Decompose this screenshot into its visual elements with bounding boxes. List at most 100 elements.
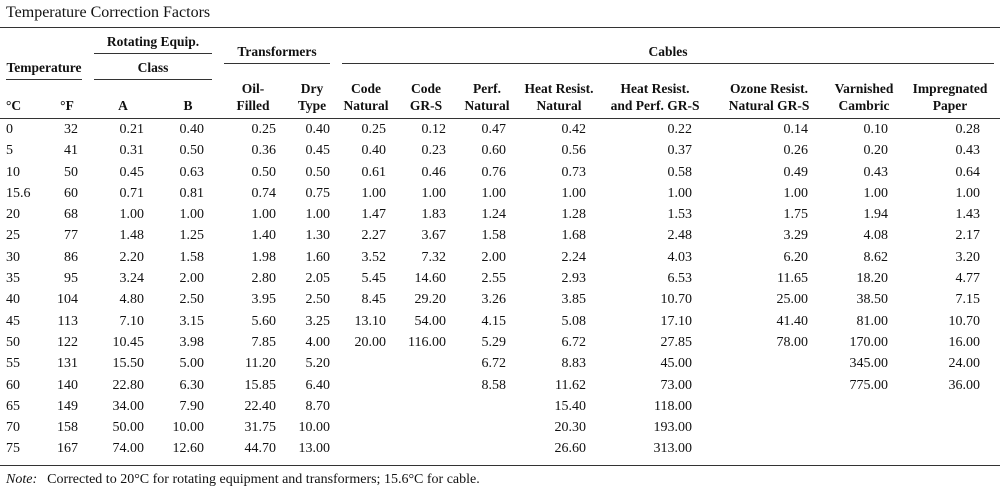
table-cell: 0.45 [305, 143, 331, 159]
table-cell: 0.40 [179, 122, 205, 137]
table-cell: 6.72 [481, 356, 507, 372]
empty-cell [336, 417, 396, 438]
table-cell: 0.36 [251, 143, 277, 159]
table-cell: 70 [6, 420, 20, 436]
table-cell: 0.43 [955, 143, 981, 159]
table-cell: 0.75 [305, 185, 331, 201]
table-cell: 113 [57, 313, 78, 329]
table-row: 25 77 1.48 1.25 1.40 1.30 2.27 3.67 1.58 1.68 2.48… [0, 225, 1000, 246]
table-cell: 1.00 [863, 185, 889, 201]
table-cell: 50 [6, 334, 20, 350]
table-cell: 1.00 [251, 207, 277, 223]
table-cell: 4.80 [119, 292, 145, 308]
table-row: 20 68 1.00 1.00 1.00 1.00 1.47 1.83 1.24 1.28 1.53… [0, 204, 1000, 225]
table-cell: 68 [64, 207, 78, 223]
table-cell: 1.28 [561, 207, 587, 223]
empty-cell [710, 417, 828, 438]
group-label: Rotating Equip. [94, 34, 212, 54]
table-cell: 1.00 [421, 185, 447, 201]
table-cell: 0.43 [863, 164, 889, 180]
table-cell: 14.60 [414, 271, 447, 287]
table-cell: 44.70 [244, 441, 277, 457]
empty-cell [456, 396, 518, 417]
table-cell: 95 [64, 271, 78, 287]
group-header: Cables [336, 28, 1000, 80]
table-cell: 16.00 [948, 334, 981, 350]
empty-cell [456, 417, 518, 438]
table-cell: 15.6 [6, 185, 31, 201]
table-cell: 35 [6, 271, 20, 287]
table-cell: 7.15 [955, 292, 981, 308]
table-cell: 4.00 [305, 334, 331, 350]
table-cell: 0.20 [863, 143, 889, 159]
table-cell: 0.25 [251, 122, 277, 137]
table-cell: 45.00 [660, 356, 693, 372]
table-cell: 6.72 [561, 334, 587, 350]
table-cell: 75 [6, 441, 20, 457]
column-header: Code Natural [336, 80, 397, 119]
table-cell: 60 [64, 185, 78, 201]
table-cell: 0.60 [481, 143, 507, 159]
table-cell: 0.40 [361, 143, 387, 159]
empty-cell [710, 353, 828, 374]
table-row: 35 95 3.24 2.00 2.80 2.05 5.45 14.60 2.55 2.93 6.5… [0, 268, 1000, 289]
group-label: Class [94, 60, 212, 80]
table-row: 0 32 0.21 0.40 0.25 0.40 0.25 0.12 0.47 0.42 0.22 0… [0, 119, 1000, 141]
table-cell: 45 [6, 313, 20, 329]
table-cell: 2.50 [179, 292, 205, 308]
table-cell: 3.26 [481, 292, 507, 308]
table-cell: 6.53 [667, 271, 693, 287]
empty-cell [710, 438, 828, 459]
table-row: 40 104 4.80 2.50 3.95 2.50 8.45 29.20 3.26 3.85 10… [0, 289, 1000, 310]
group-label: Temperature [6, 60, 82, 80]
table-cell: 11.20 [245, 356, 276, 372]
table-cell: 12.60 [172, 441, 205, 457]
table-cell: 193.00 [653, 420, 693, 436]
table-cell: 32 [64, 122, 78, 137]
table-cell: 2.55 [481, 271, 507, 287]
table-cell: 149 [57, 398, 78, 414]
table-cell: 60 [6, 377, 20, 393]
column-header: A [88, 80, 158, 119]
table-cell: 11.65 [777, 271, 809, 287]
table-cell: 1.75 [783, 207, 809, 223]
note: Note: Corrected to 20°C for rotating equi… [0, 464, 1000, 488]
table-cell: 15.50 [112, 356, 145, 372]
table-cell: 131 [57, 356, 78, 372]
table-cell: 5.00 [179, 356, 205, 372]
column-header: B [158, 80, 218, 119]
table-cell: 34.00 [112, 398, 145, 414]
table-row: 60 140 22.80 6.30 15.85 6.40 8.58 11.62 73.00 775… [0, 375, 1000, 396]
table-row: 70 158 50.00 10.00 31.75 10.00 20.30 193.00 [0, 417, 1000, 438]
table-cell: 0.31 [119, 143, 145, 159]
table-cell: 0.28 [955, 122, 981, 137]
table-cell: 4.08 [863, 228, 889, 244]
table-cell: 25 [6, 228, 20, 244]
table-cell: 38.50 [856, 292, 889, 308]
table-cell: 10.70 [660, 292, 693, 308]
table-row: 55 131 15.50 5.00 11.20 5.20 6.72 8.83 45.00 345.… [0, 353, 1000, 374]
column-header: Oil- Filled [218, 80, 288, 119]
table-cell: 0.25 [361, 122, 387, 137]
table-cell: 7.10 [119, 313, 145, 329]
table-cell: 22.40 [244, 398, 277, 414]
table-cell: 1.00 [955, 185, 981, 201]
table-cell: 2.24 [561, 249, 587, 265]
table-row: 45 113 7.10 3.15 5.60 3.25 13.10 54.00 4.15 5.08 1… [0, 311, 1000, 332]
table-cell: 1.83 [421, 207, 447, 223]
table-row: 5 41 0.31 0.50 0.36 0.45 0.40 0.23 0.60 0.56 0.37 0… [0, 140, 1000, 161]
table-cell: 2.17 [955, 228, 981, 244]
table-cell: 2.05 [305, 271, 331, 287]
table-cell: 0.21 [119, 122, 145, 137]
table-cell: 1.40 [251, 228, 277, 244]
table-cell: 3.85 [561, 292, 587, 308]
table-cell: 20.30 [554, 420, 587, 436]
table-cell: 20.00 [354, 334, 387, 350]
column-header: Impregnated Paper [900, 80, 1000, 119]
empty-cell [710, 375, 828, 396]
column-header: Ozone Resist. Natural GR-S [710, 80, 829, 119]
table-cell: 27.85 [660, 334, 693, 350]
table-cell: 0.50 [305, 164, 331, 180]
note-label: Note: [6, 471, 38, 487]
